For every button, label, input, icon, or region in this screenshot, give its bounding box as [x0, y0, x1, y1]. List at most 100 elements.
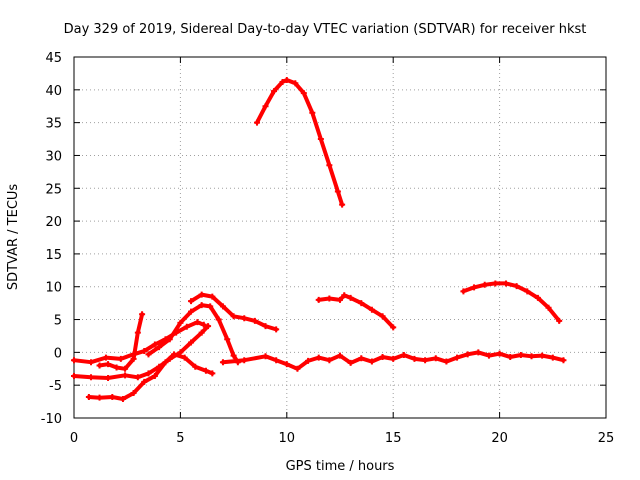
data-point	[539, 352, 546, 359]
data-point	[202, 367, 209, 374]
data-point	[560, 357, 567, 364]
y-tick-label: 5	[54, 314, 62, 329]
data-point	[205, 323, 212, 330]
data-point	[315, 296, 322, 303]
x-tick-label: 0	[70, 431, 78, 446]
data-point	[88, 374, 95, 381]
y-tick-label: 10	[45, 281, 62, 296]
data-point	[192, 363, 199, 370]
data-point	[145, 351, 152, 358]
data-point	[183, 323, 190, 330]
data-point	[200, 321, 207, 328]
data-point	[71, 372, 77, 379]
data-point	[379, 313, 386, 320]
data-point	[130, 355, 137, 362]
series-line	[461, 281, 562, 323]
grid-lines	[74, 57, 606, 418]
data-point	[209, 370, 216, 377]
data-point	[358, 355, 365, 362]
series-track-3	[85, 351, 216, 402]
x-tick-label: 5	[176, 431, 184, 446]
data-point	[496, 350, 503, 357]
data-point	[271, 88, 278, 95]
y-tick-label: -10	[41, 412, 62, 427]
data-point	[454, 354, 461, 361]
data-point	[326, 357, 333, 364]
data-point	[188, 298, 195, 305]
data-point	[326, 295, 333, 302]
data-point	[517, 351, 524, 358]
series-track-4	[96, 311, 146, 372]
data-point	[122, 365, 129, 372]
data-point	[534, 294, 541, 301]
data-point	[134, 374, 141, 381]
data-point	[390, 355, 397, 362]
data-point	[358, 300, 365, 307]
data-point	[337, 296, 343, 303]
x-tick-label: 10	[279, 431, 296, 446]
data-point	[171, 351, 178, 358]
data-point	[341, 292, 348, 299]
data-point	[443, 358, 450, 365]
data-point	[262, 353, 269, 360]
data-point	[368, 306, 375, 313]
x-tick-label: 20	[491, 431, 508, 446]
y-tick-label: 25	[45, 182, 62, 197]
y-tick-label: 40	[45, 84, 62, 99]
x-tick-label: 25	[598, 431, 615, 446]
data-point	[162, 359, 169, 366]
data-point	[300, 90, 307, 97]
data-point	[119, 395, 126, 402]
axis-ticks: 0 5 10 15 20 25 -10 -5 0 5 10 15 20 25 30 35 40 45	[41, 51, 615, 446]
data-point	[273, 326, 280, 333]
data-point	[273, 357, 280, 364]
data-point	[109, 393, 116, 400]
data-point	[309, 109, 316, 116]
data-point	[241, 357, 248, 364]
data-point	[198, 329, 205, 336]
data-point	[464, 351, 471, 358]
data-point	[96, 394, 103, 401]
data-point	[209, 293, 216, 300]
data-point	[400, 351, 407, 358]
data-point	[113, 364, 120, 371]
data-point	[71, 357, 77, 364]
data-point	[513, 283, 520, 290]
data-point	[347, 294, 354, 301]
data-point	[105, 374, 112, 381]
data-point	[134, 329, 141, 336]
data-point	[241, 315, 248, 322]
data-point	[188, 308, 195, 315]
series-track-8	[254, 76, 346, 208]
data-point	[481, 281, 488, 288]
data-point	[262, 103, 269, 110]
data-point	[485, 352, 492, 359]
series-track-7	[219, 349, 567, 372]
data-point	[130, 390, 137, 397]
series-track-6	[188, 291, 280, 333]
x-axis-label: GPS time / hours	[286, 459, 395, 474]
data-point	[524, 288, 531, 295]
plot-frame	[73, 56, 607, 419]
data-point	[166, 336, 173, 343]
data-point	[337, 352, 343, 359]
data-point	[556, 317, 563, 324]
data-point	[156, 344, 163, 351]
y-tick-label: 30	[45, 149, 62, 164]
data-point	[105, 361, 112, 368]
data-point	[502, 280, 509, 287]
data-point	[411, 355, 418, 362]
data-point	[294, 365, 301, 372]
data-point	[460, 288, 467, 295]
y-tick-label: 35	[45, 117, 62, 132]
data-point	[545, 304, 552, 311]
data-point	[251, 317, 258, 324]
data-point	[198, 291, 205, 298]
data-point	[528, 353, 535, 360]
data-point	[102, 354, 109, 361]
data-point	[194, 319, 201, 326]
data-point	[96, 362, 103, 369]
data-point	[215, 316, 222, 323]
data-series	[71, 76, 567, 402]
y-tick-label: 15	[45, 248, 62, 263]
